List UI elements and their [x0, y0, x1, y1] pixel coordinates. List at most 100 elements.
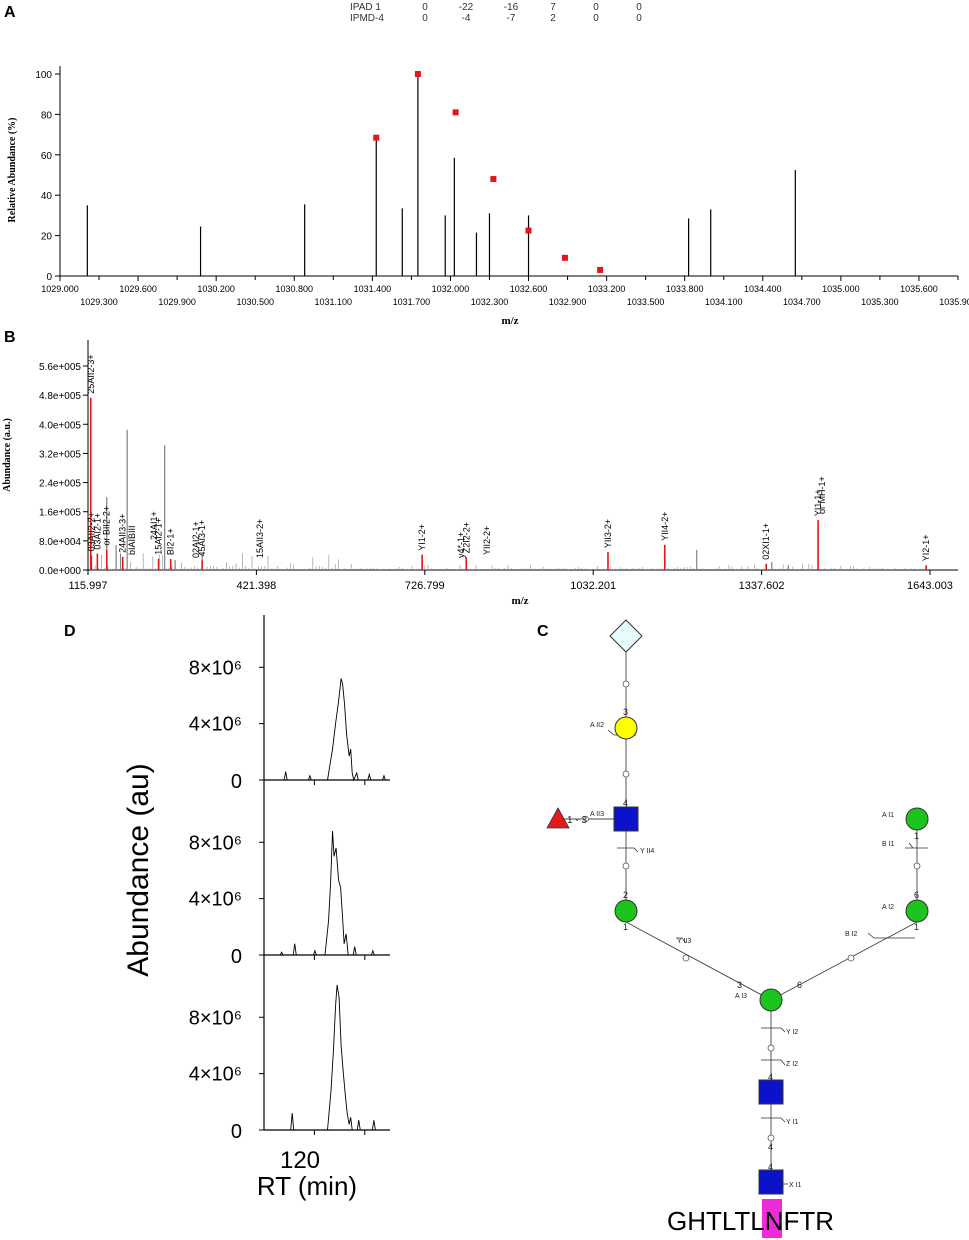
- y-axis-label-b: Abundance (a.u.): [2, 418, 13, 492]
- linkage-number: 3: [737, 980, 742, 990]
- glycan-bonds: [561, 648, 918, 1180]
- assigned-peaks-b: [89, 397, 927, 570]
- mannose-residue: [905, 807, 929, 831]
- linkage-numbers: 3 4 4 2 1 1 6 1 3 6 4 4: [623, 707, 919, 1172]
- panel-c: C: [537, 619, 929, 1238]
- y-tick-label-d: 0: [231, 1121, 242, 1143]
- cleavage-label: X I1: [789, 1182, 802, 1189]
- cleavage-label: Y I1: [786, 1119, 798, 1126]
- ipad-value: -16: [504, 2, 519, 13]
- cleavage-label: A II2: [590, 722, 604, 729]
- chromatogram-trace: [279, 830, 375, 956]
- theoretical-isotope-marker: [373, 134, 380, 141]
- cleavage-label: B I2: [845, 931, 858, 938]
- ipad-value: 0: [636, 2, 642, 13]
- theoretical-isotope-marker: [490, 176, 497, 183]
- peak-label: 03AI2-1+: [92, 513, 102, 550]
- x-tick-label-a: 1030.200: [197, 284, 235, 294]
- y-tick-label-b: 4.8e+005: [39, 391, 81, 402]
- x-tick-label-a: 1032.600: [510, 284, 548, 294]
- peak-label: YI2-1+: [921, 534, 931, 561]
- x-tick-label-a: 1029.300: [80, 297, 118, 307]
- x-tick-label-a: 1035.900: [939, 297, 969, 307]
- x-tick-label-a: 1033.800: [666, 284, 704, 294]
- peptide-prefix: GHTLTL: [667, 1206, 765, 1236]
- ipad-value: 7: [550, 2, 556, 13]
- ipad-value: 0: [422, 2, 428, 13]
- x-tick-label-a: 1030.500: [236, 297, 274, 307]
- ipad-row-label: IPAD 1: [350, 2, 381, 13]
- y-tick-label-d: 8×10⁶: [189, 832, 242, 854]
- y-tick-label-d: 8×10⁶: [189, 1007, 242, 1029]
- peptide-sequence: GHTLTLNFTR: [667, 1206, 834, 1236]
- mannose-residue: [614, 899, 638, 923]
- ipmd-row-label: IPMD-4: [350, 13, 384, 24]
- peak-label: 45AI3-1+: [197, 520, 207, 557]
- unassigned-peaks-b: [106, 429, 789, 570]
- linkage-number: 2: [623, 890, 628, 900]
- panel-b-label: B: [4, 329, 16, 346]
- y-tick-label-b: 2.4e+005: [39, 479, 81, 490]
- x-tick-label-a: 1032.900: [549, 297, 587, 307]
- chromatogram-subplots: 0 4×10⁶ 8×10⁶ 0 4×10⁶ 8×10⁶ 0 4×10⁶ 8×10⁶: [189, 657, 390, 1143]
- y-tick-label-a: 0: [46, 272, 52, 283]
- peak-label: YI1-2+: [417, 524, 427, 551]
- x-tick-label-a: 1033.200: [588, 284, 626, 294]
- peak-annotation: bIAIBIII: [127, 525, 137, 555]
- peak-label: BI2-1+: [166, 528, 176, 555]
- glcnac-residue: [613, 806, 639, 832]
- y-tick-label-a: 80: [41, 110, 53, 121]
- theoretical-isotope-marker: [561, 254, 568, 261]
- fucose-linkage-label: 1 - 3: [567, 815, 587, 826]
- cleavage-label: B I1: [882, 841, 895, 848]
- theoretical-isotope-marker: [414, 71, 421, 77]
- peak-label: YII3-2+: [603, 519, 613, 548]
- y-ticks-b: 0.0e+000 8.0e+004 1.6e+005 2.4e+005 3.2e+005…: [39, 362, 88, 577]
- linkage-number: 4: [768, 1162, 773, 1172]
- ipmd-value: 0: [636, 13, 642, 24]
- ipad-value: -22: [459, 2, 474, 13]
- chromatogram-trace: [283, 678, 386, 782]
- linkage-number: 4: [768, 1072, 773, 1082]
- x-tick-label-a: 1029.000: [41, 284, 79, 294]
- x-axis-label-b: m/z: [511, 595, 528, 607]
- ipad-value: 0: [593, 2, 599, 13]
- x-tick-label-a: 1034.700: [783, 297, 821, 307]
- linkage-number: 3: [623, 707, 628, 717]
- cleavage-label: Y II4: [640, 848, 654, 855]
- linkage-number: 6: [797, 980, 802, 990]
- peak-annotation: or MH-1+: [817, 476, 827, 514]
- peak-label: or BII2-2+: [102, 506, 112, 546]
- peak-annotation: 24AI1+: [149, 511, 159, 540]
- panel-b: B 0.0e+000 8.0e+004 1.6e+005 2.4e+005 3.2e+0…: [2, 329, 958, 607]
- peak-labels-b: 25AII2-3+ 03AII2-2+03AI2-1+ or BII2-2+ 24AI…: [86, 354, 931, 561]
- linkage-number: 1: [914, 922, 919, 932]
- y-tick-label-d: 0: [231, 771, 242, 793]
- chromatogram-trace: [290, 984, 376, 1131]
- y-axis-label-d: Abundance (au): [122, 763, 155, 977]
- linkage-circles: [583, 680, 921, 1142]
- cleavage-label: A II3: [590, 811, 604, 818]
- y-tick-label-a: 100: [35, 70, 52, 81]
- ipmd-value: 0: [593, 13, 599, 24]
- y-tick-label-a: 40: [41, 191, 53, 202]
- peak-label: 15AI2-1+: [154, 518, 164, 555]
- sialic-acid-residue: [609, 619, 643, 653]
- theoretical-isotope-marker: [452, 109, 459, 116]
- y-tick-label-d: 4×10⁶: [189, 889, 242, 911]
- glycan-residues: [546, 619, 929, 1195]
- cleavage-labels: A II2 A II3 Y II4 Y II3 A I1 B I1 A I2 B…: [590, 722, 895, 1189]
- galactose-residue: [614, 716, 638, 740]
- cleavage-label: A I3: [735, 993, 747, 1000]
- linkage-number: 1: [623, 922, 628, 932]
- x-ticks-b: 115.997 421.398 726.799 1032.201 1337.602 164…: [69, 570, 953, 592]
- x-tick-label-b: 1032.201: [570, 580, 616, 592]
- y-tick-label-b: 0.0e+000: [39, 566, 81, 577]
- y-tick-label-d: 0: [231, 946, 242, 968]
- y-tick-label-b: 5.6e+005: [39, 362, 81, 373]
- ipmd-value: 0: [422, 13, 428, 24]
- cleavage-label: A I1: [882, 812, 894, 819]
- x-tick-label-a: 1030.800: [275, 284, 313, 294]
- peptide-suffix: FTR: [784, 1206, 835, 1236]
